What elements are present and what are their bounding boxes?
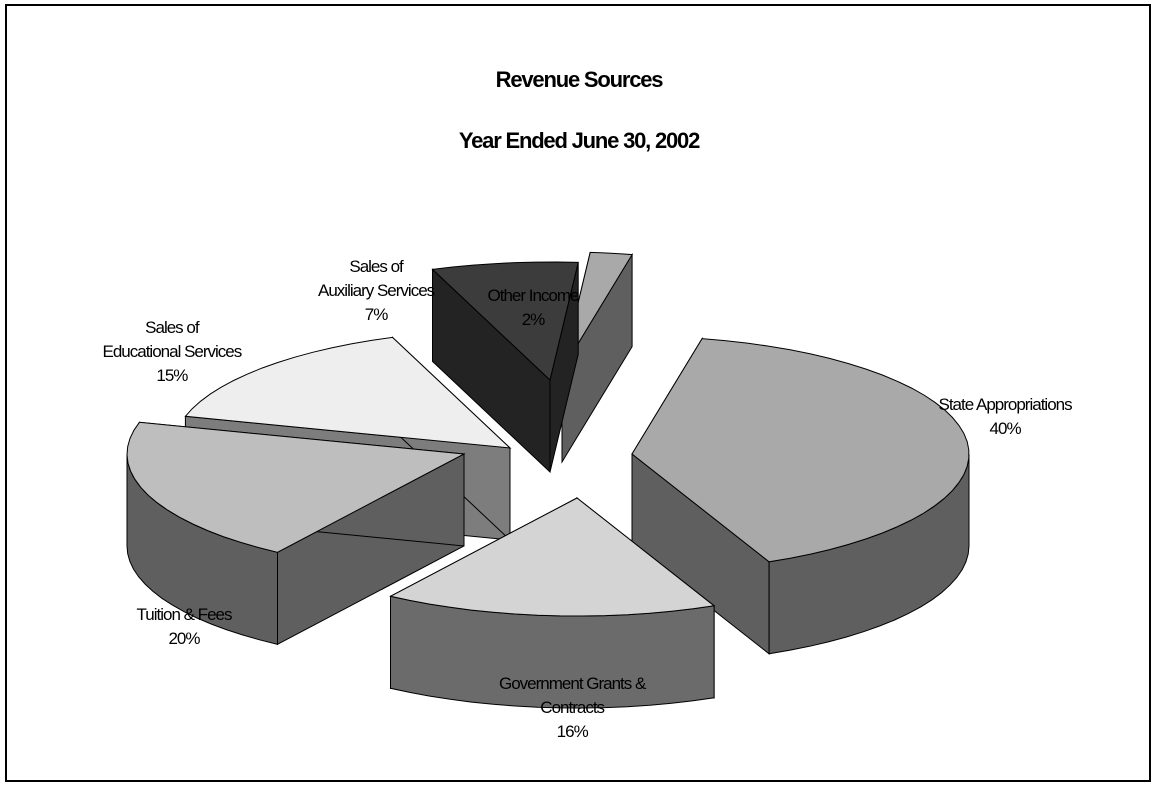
slice-label: Other Income 2% bbox=[487, 284, 580, 332]
pie-slice bbox=[631, 336, 970, 655]
slice-name-label: Other Income bbox=[487, 286, 580, 305]
slice-value-label: 40% bbox=[989, 419, 1022, 438]
pie-slice bbox=[126, 421, 466, 646]
slice-label: Tuition & Fees 20% bbox=[136, 603, 233, 651]
slice-value-label: 7% bbox=[364, 305, 389, 324]
slice-value-label: 16% bbox=[556, 722, 589, 741]
chart-title: Revenue Sources bbox=[495, 67, 664, 92]
slice-value-label: 2% bbox=[521, 310, 546, 329]
slice-name-label: Contracts bbox=[540, 698, 605, 717]
pie-slices bbox=[126, 251, 970, 709]
slice-label: Sales of Educational Services 15% bbox=[102, 316, 243, 388]
slice-label: State Appropriations 40% bbox=[938, 393, 1073, 441]
slice-top bbox=[561, 251, 633, 371]
pie-slice bbox=[431, 261, 579, 474]
chart-subtitle: Year Ended June 30, 2002 bbox=[458, 128, 700, 153]
slice-label: Government Grants & Contracts 16% bbox=[499, 672, 646, 744]
slice-name-label: Government Grants & bbox=[499, 674, 646, 693]
slice-name-label: Tuition & Fees bbox=[136, 605, 233, 624]
pie-slice bbox=[389, 496, 716, 709]
slice-top bbox=[126, 421, 466, 553]
slice-top bbox=[184, 336, 512, 449]
slice-top bbox=[631, 338, 970, 563]
slice-name-label: Educational Services bbox=[102, 342, 243, 361]
slice-top bbox=[431, 261, 579, 381]
slice-label: Sales of Auxiliary Services 7% bbox=[318, 255, 435, 327]
slice-value-label: 20% bbox=[168, 629, 200, 648]
slice-name-label: Sales of bbox=[349, 257, 403, 276]
pie-slice bbox=[561, 251, 633, 464]
slice-value-label: 15% bbox=[156, 366, 188, 385]
slice-name-label: Sales of bbox=[145, 318, 199, 337]
slice-name-label: State Appropriations bbox=[938, 395, 1073, 414]
slice-top bbox=[389, 497, 716, 617]
slice-name-label: Auxiliary Services bbox=[318, 281, 435, 300]
